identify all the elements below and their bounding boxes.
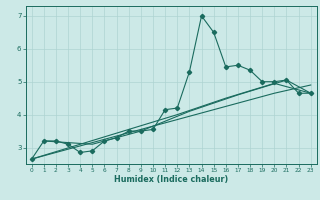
X-axis label: Humidex (Indice chaleur): Humidex (Indice chaleur): [114, 175, 228, 184]
